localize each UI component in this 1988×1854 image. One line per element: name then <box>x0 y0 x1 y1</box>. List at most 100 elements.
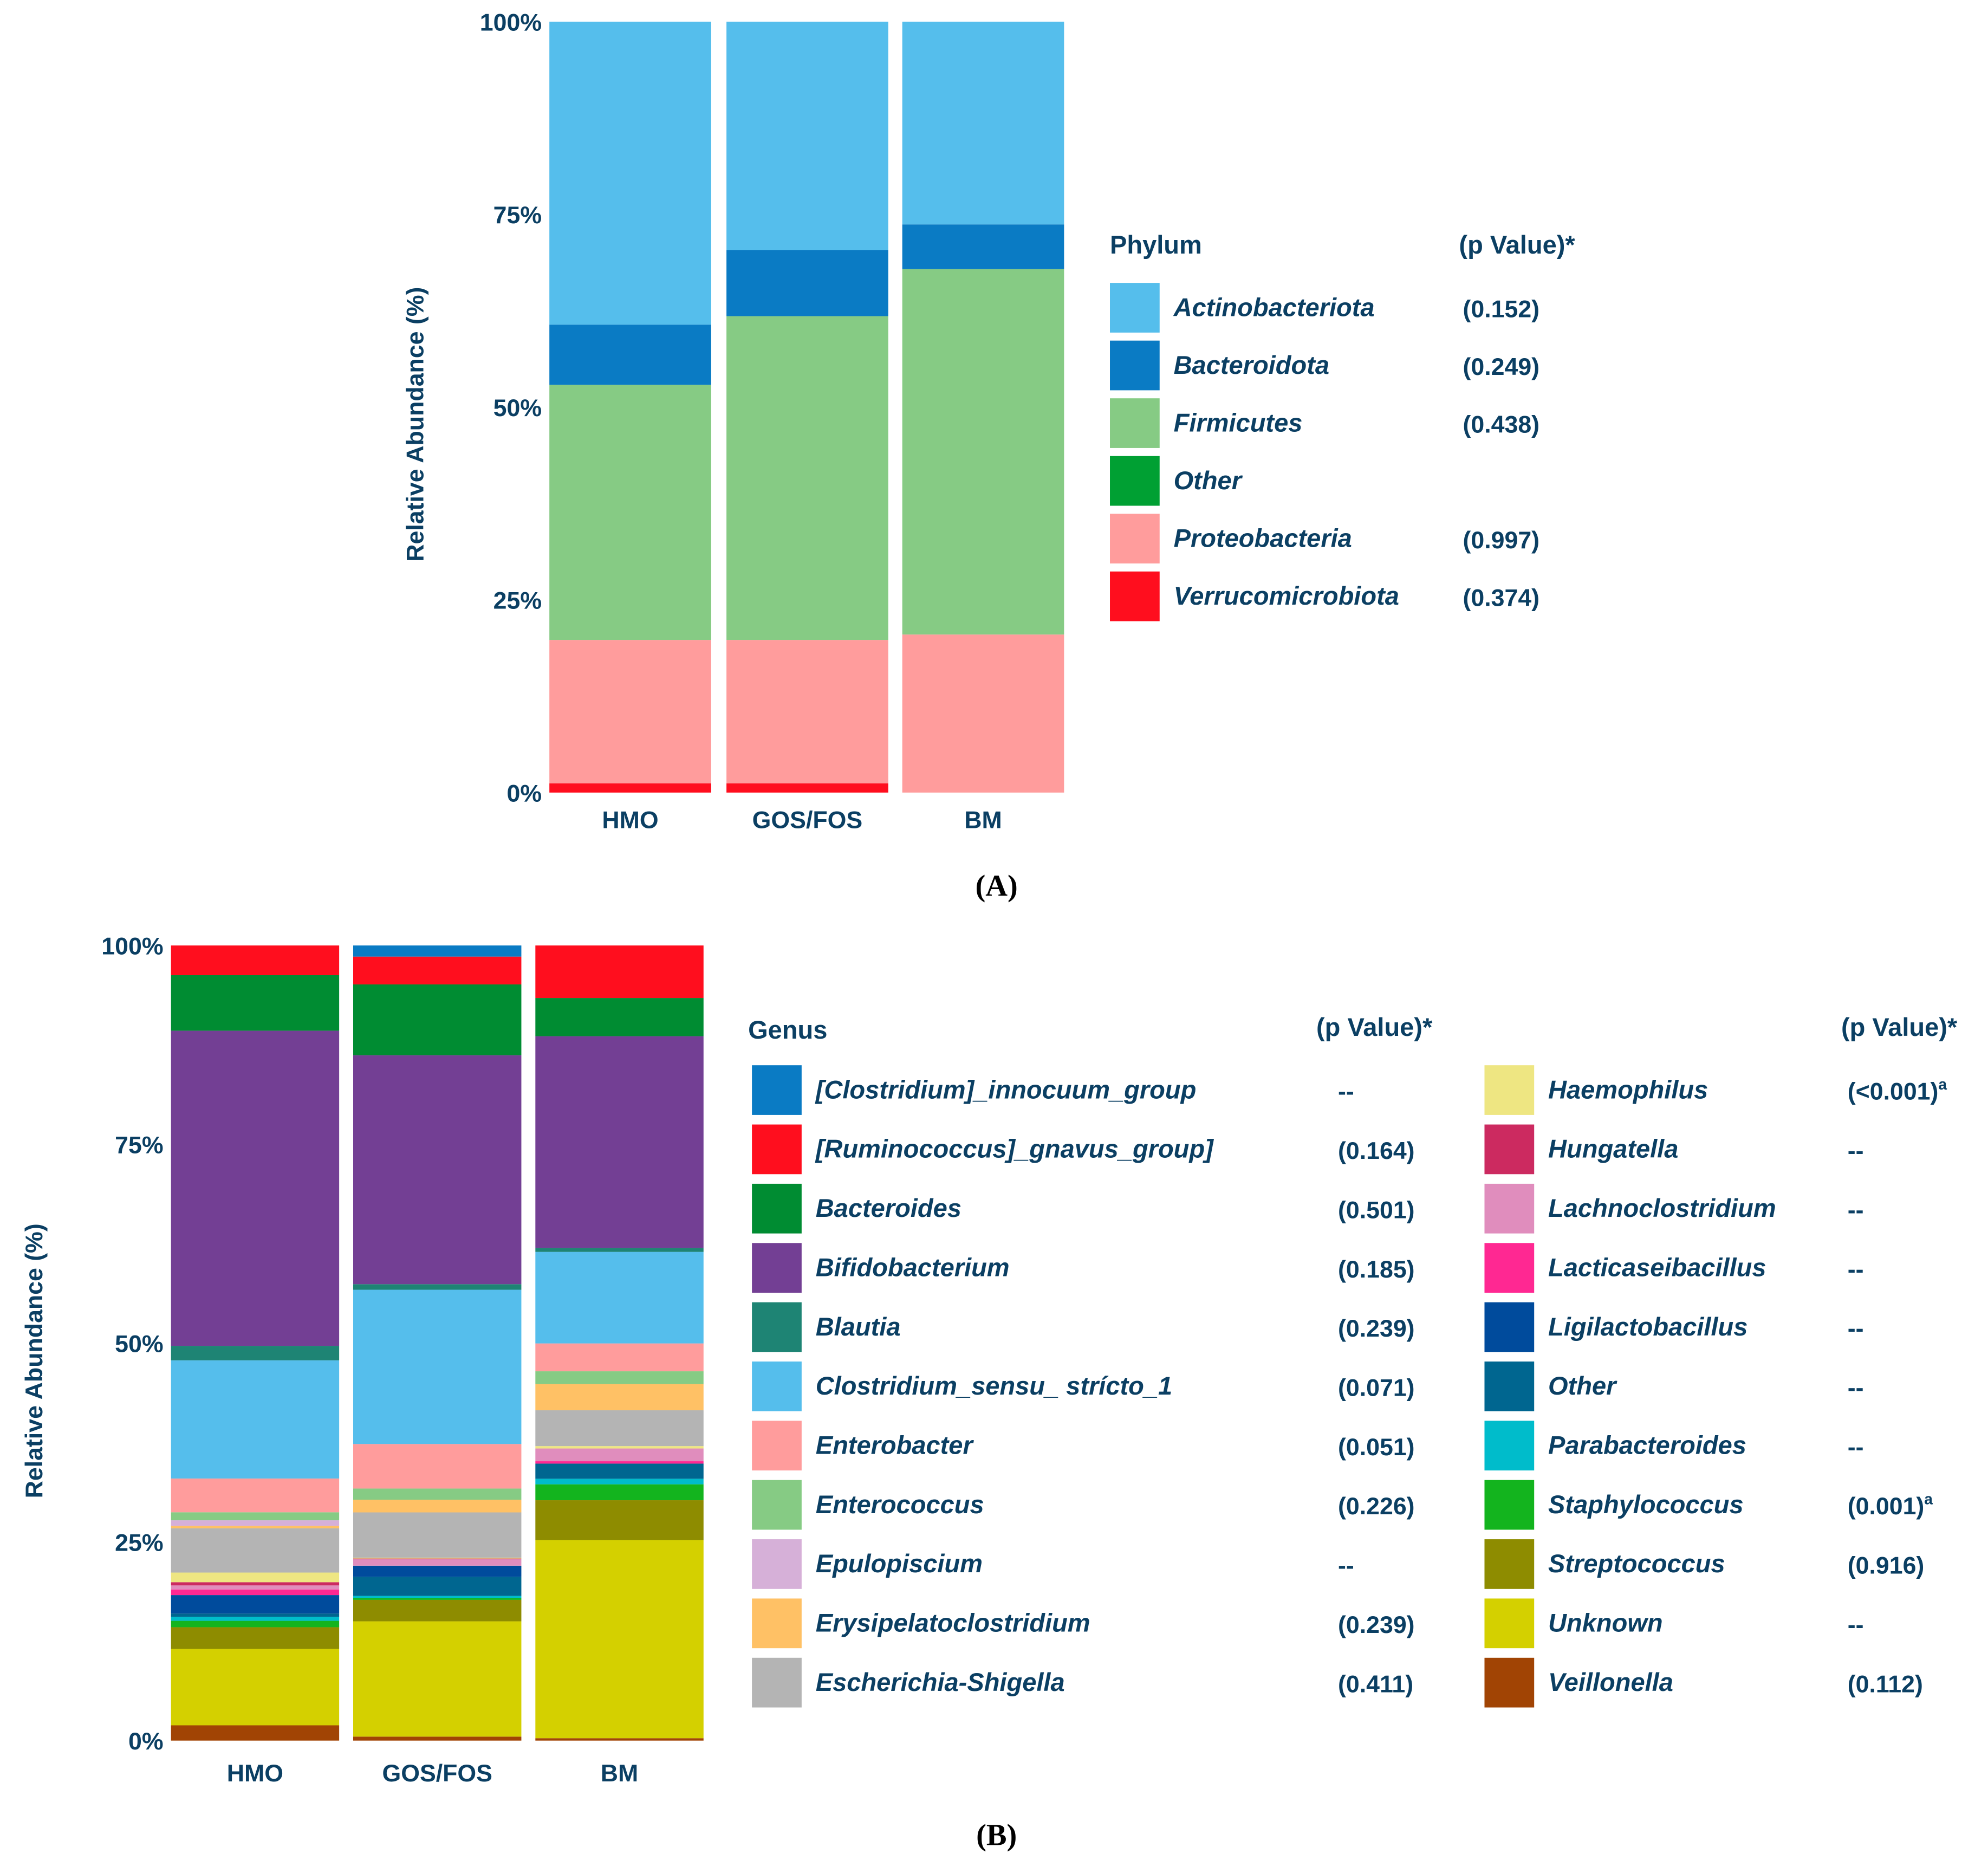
panel-b-pvalue-header-1: (p Value)* <box>1316 1013 1433 1041</box>
bar-segment-gosfos-other <box>353 1577 522 1596</box>
y-tick-label: 100% <box>480 9 542 36</box>
legend-swatch <box>1484 1065 1535 1115</box>
legend-p-value: (0.411) <box>1338 1671 1413 1697</box>
bar-segment-gosfos-lachnoclostridium <box>353 1559 522 1566</box>
bar-segment-hmo-proteobacteria <box>549 640 711 783</box>
legend-swatch <box>1484 1421 1535 1471</box>
legend-label: Bifidobacterium <box>816 1253 1010 1281</box>
legend-label: Enterobacter <box>816 1431 974 1460</box>
bar-segment-hmo-verrucomicrobiota <box>549 783 711 793</box>
legend-p-value: (0.249) <box>1463 354 1539 380</box>
legend-swatch <box>752 1183 802 1234</box>
bar-segment-bm-streptococcus <box>535 1500 704 1540</box>
legend-p-value: (0.112) <box>1848 1671 1923 1697</box>
bar-segment-hmo-bifidobacterium <box>171 1030 340 1346</box>
y-tick-label: 25% <box>493 588 542 614</box>
legend-label: [Clostridium]_innocuum_group <box>815 1075 1197 1104</box>
bar-segment-gosfos-proteobacteria <box>726 640 888 783</box>
bar-segment-hmo-escherichia-shigella <box>171 1528 340 1573</box>
legend-p-value: (0.164) <box>1338 1138 1415 1164</box>
legend-swatch <box>1110 514 1160 564</box>
y-tick-label: 75% <box>115 1132 163 1158</box>
legend-swatch <box>752 1302 802 1352</box>
bar-segment-gosfos-ligilactobacillus <box>353 1565 522 1577</box>
legend-swatch <box>1484 1183 1535 1234</box>
legend-swatch <box>752 1539 802 1589</box>
bar-segment-gosfos-escherichia-shigella <box>353 1512 522 1558</box>
p-value-superscript: a <box>1924 1490 1933 1507</box>
bar-segment-bm-blautia <box>535 1248 704 1252</box>
bar-segment-bm-staphylococcus <box>535 1484 704 1501</box>
bar-segment-gosfos-enterobacter <box>353 1444 522 1489</box>
legend-swatch <box>1484 1657 1535 1708</box>
legend-p-value: (0.152) <box>1463 296 1539 323</box>
bar-segment-bm-lachnoclostridium <box>535 1448 704 1462</box>
panel-b: Relative Abundance (%) Genus (p Value)* … <box>21 934 1958 1852</box>
bar-segment-bm-other <box>535 1463 704 1479</box>
bar-segment-bm-haemophilus <box>535 1446 704 1449</box>
legend-label: Staphylococcus <box>1548 1490 1744 1519</box>
bar-segment-gosfos-blautia <box>353 1284 522 1290</box>
legend-swatch <box>1110 456 1160 506</box>
legend-p-value: (0.226) <box>1338 1493 1415 1520</box>
legend-swatch <box>752 1480 802 1530</box>
bar-segment-hmo--ruminococcus-gnavus-group- <box>171 945 340 976</box>
legend-swatch <box>1110 283 1160 333</box>
x-tick-label: BM <box>601 1760 638 1787</box>
panel-a-legend-title: Phylum <box>1110 230 1202 259</box>
legend-swatch <box>1110 571 1160 621</box>
bar-segment-bm-enterococcus <box>535 1371 704 1384</box>
legend-label: Other <box>1174 466 1243 495</box>
legend-p-value: -- <box>1848 1434 1864 1461</box>
legend-label: Clostridium_sensu_ strícto_1 <box>816 1371 1172 1400</box>
bar-segment-bm-unknown <box>535 1540 704 1739</box>
legend-swatch <box>752 1124 802 1175</box>
legend-swatch <box>1484 1598 1535 1649</box>
panel-b-label: (B) <box>976 1819 1017 1852</box>
bar-segment-bm--ruminococcus-gnavus-group- <box>535 945 704 999</box>
legend-label: Epulopiscium <box>816 1549 983 1578</box>
y-tick-label: 100% <box>101 934 163 960</box>
legend-label: Actinobacteriota <box>1173 293 1375 321</box>
legend-swatch <box>752 1657 802 1708</box>
bar-segment-hmo-streptococcus <box>171 1627 340 1649</box>
legend-label: Bacteroidota <box>1174 351 1329 379</box>
bar-segment-gosfos-streptococcus <box>353 1599 522 1622</box>
bar-segment-gosfos-clostridium-sensu-str-cto-1 <box>353 1289 522 1444</box>
y-tick-label: 50% <box>493 395 542 422</box>
legend-label: Parabacteroides <box>1548 1431 1746 1460</box>
bar-segment-gosfos-staphylococcus <box>353 1598 522 1600</box>
legend-p-value: -- <box>1848 1375 1864 1401</box>
legend-p-value: -- <box>1848 1197 1864 1223</box>
bar-segment-hmo-lacticaseibacillus <box>171 1589 340 1596</box>
y-tick-label: 0% <box>128 1728 164 1755</box>
legend-label: Haemophilus <box>1548 1075 1708 1104</box>
legend-swatch <box>752 1243 802 1293</box>
bar-segment-gosfos-unknown <box>353 1621 522 1737</box>
panel-a-pvalue-header: (p Value)* <box>1459 230 1575 259</box>
legend-label: Other <box>1548 1371 1617 1400</box>
legend-swatch <box>1484 1243 1535 1293</box>
bar-segment-gosfos--clostridium-innocuum-group <box>353 945 522 957</box>
x-tick-label: GOS/FOS <box>382 1760 492 1787</box>
legend-p-value: (0.501) <box>1338 1197 1415 1223</box>
legend-p-value: (0.185) <box>1338 1256 1415 1283</box>
bar-segment-bm-bifidobacterium <box>535 1036 704 1248</box>
legend-p-value: (0.374) <box>1463 585 1539 611</box>
legend-p-value: (0.239) <box>1338 1612 1415 1638</box>
legend-label: Lacticaseibacillus <box>1548 1253 1766 1281</box>
x-tick-label: HMO <box>227 1760 283 1787</box>
legend-swatch <box>1484 1361 1535 1411</box>
legend-label: Verrucomicrobiota <box>1174 581 1399 610</box>
legend-label: Escherichia-Shigella <box>816 1668 1065 1696</box>
bar-segment-gosfos-verrucomicrobiota <box>726 783 888 793</box>
bar-segment-hmo-unknown <box>171 1649 340 1726</box>
panel-b-pvalue-header-2: (p Value)* <box>1841 1013 1958 1041</box>
bar-segment-hmo-haemophilus <box>171 1572 340 1583</box>
legend-swatch <box>752 1421 802 1471</box>
legend-label: Hungatella <box>1548 1135 1678 1163</box>
bar-segment-hmo-veillonella <box>171 1725 340 1741</box>
panel-a-label: (A) <box>976 869 1018 903</box>
legend-p-value: (0.051) <box>1338 1434 1415 1461</box>
